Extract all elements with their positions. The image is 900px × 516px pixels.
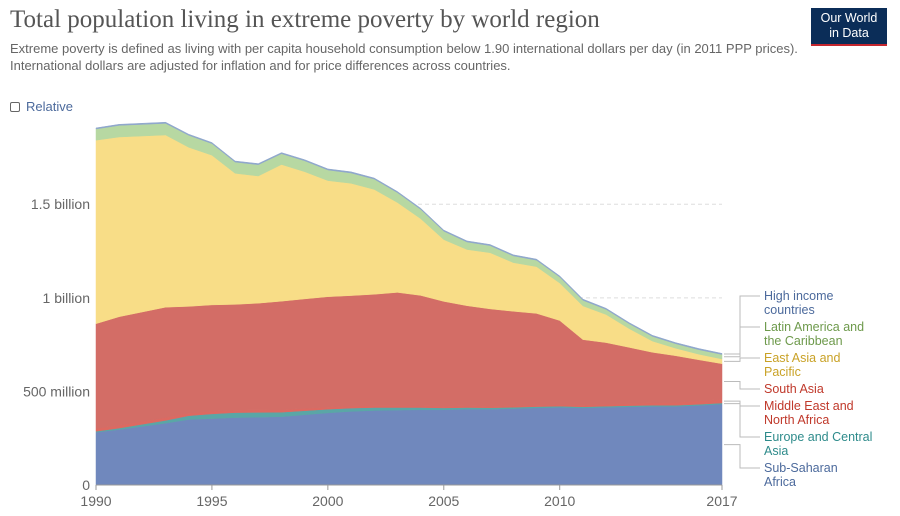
x-tick-label: 2005	[428, 493, 459, 509]
owid-logo[interactable]: Our World in Data	[811, 8, 887, 44]
legend-connector	[724, 295, 760, 355]
x-tick-label: 2000	[312, 493, 343, 509]
legend-connector	[724, 357, 760, 362]
relative-label: Relative	[26, 99, 73, 114]
relative-toggle[interactable]: Relative	[10, 99, 73, 114]
legend-connector	[724, 380, 760, 390]
x-tick-label: 1995	[196, 493, 227, 509]
area-high-income-countries[interactable]	[95, 121, 723, 355]
legend-label-south-asia[interactable]: South Asia	[764, 382, 824, 396]
legend-connector	[724, 444, 760, 469]
legend-connector	[724, 403, 760, 438]
chart-subtitle: Extreme poverty is defined as living wit…	[10, 41, 798, 73]
logo-accent-bar	[811, 44, 887, 46]
legend-label-middle-east-and-north-africa[interactable]: Middle East and North Africa	[764, 399, 854, 427]
axis-layer: 0 500 million 1 billion 1.5 billion 1990 1995…	[23, 196, 738, 509]
logo-line-1: Our World	[820, 11, 878, 25]
x-tick-label: 2010	[544, 493, 575, 509]
legend-layer: High income countries Latin America and the…	[724, 289, 872, 489]
y-tick-label: 1 billion	[43, 290, 90, 306]
x-tick-label: 1990	[80, 493, 111, 509]
y-tick-label: 0	[82, 477, 90, 493]
relative-checkbox[interactable]	[10, 101, 20, 112]
legend-label-east-asia-and-pacific[interactable]: East Asia and Pacific	[764, 351, 840, 379]
y-tick-label: 500 million	[23, 383, 90, 399]
legend-label-latin-america-and-the-caribbean[interactable]: Latin America and the Caribbean	[764, 320, 864, 348]
x-tick-label: 2017	[706, 493, 737, 509]
y-tick-label: 1.5 billion	[31, 196, 90, 212]
legend-label-europe-and-central-asia[interactable]: Europe and Central Asia	[764, 430, 872, 458]
logo-line-2: in Data	[829, 26, 869, 40]
chart-title: Total population living in extreme pover…	[10, 6, 600, 33]
legend-connector	[724, 326, 760, 358]
area-layer	[95, 121, 723, 486]
legend-label-high-income-countries[interactable]: High income countries	[764, 289, 834, 317]
legend-label-sub-saharan-africa[interactable]: Sub-Saharan Africa	[764, 461, 838, 489]
